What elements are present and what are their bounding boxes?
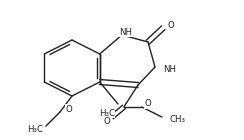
Text: O: O [168, 20, 175, 30]
Text: H₃C: H₃C [27, 124, 43, 134]
Text: NH: NH [163, 65, 176, 74]
Text: NH: NH [120, 27, 132, 37]
Text: CH₃: CH₃ [170, 116, 186, 124]
Text: O: O [103, 117, 110, 127]
Text: H₃C: H₃C [99, 108, 115, 117]
Text: O: O [65, 104, 72, 114]
Text: O: O [145, 100, 152, 108]
